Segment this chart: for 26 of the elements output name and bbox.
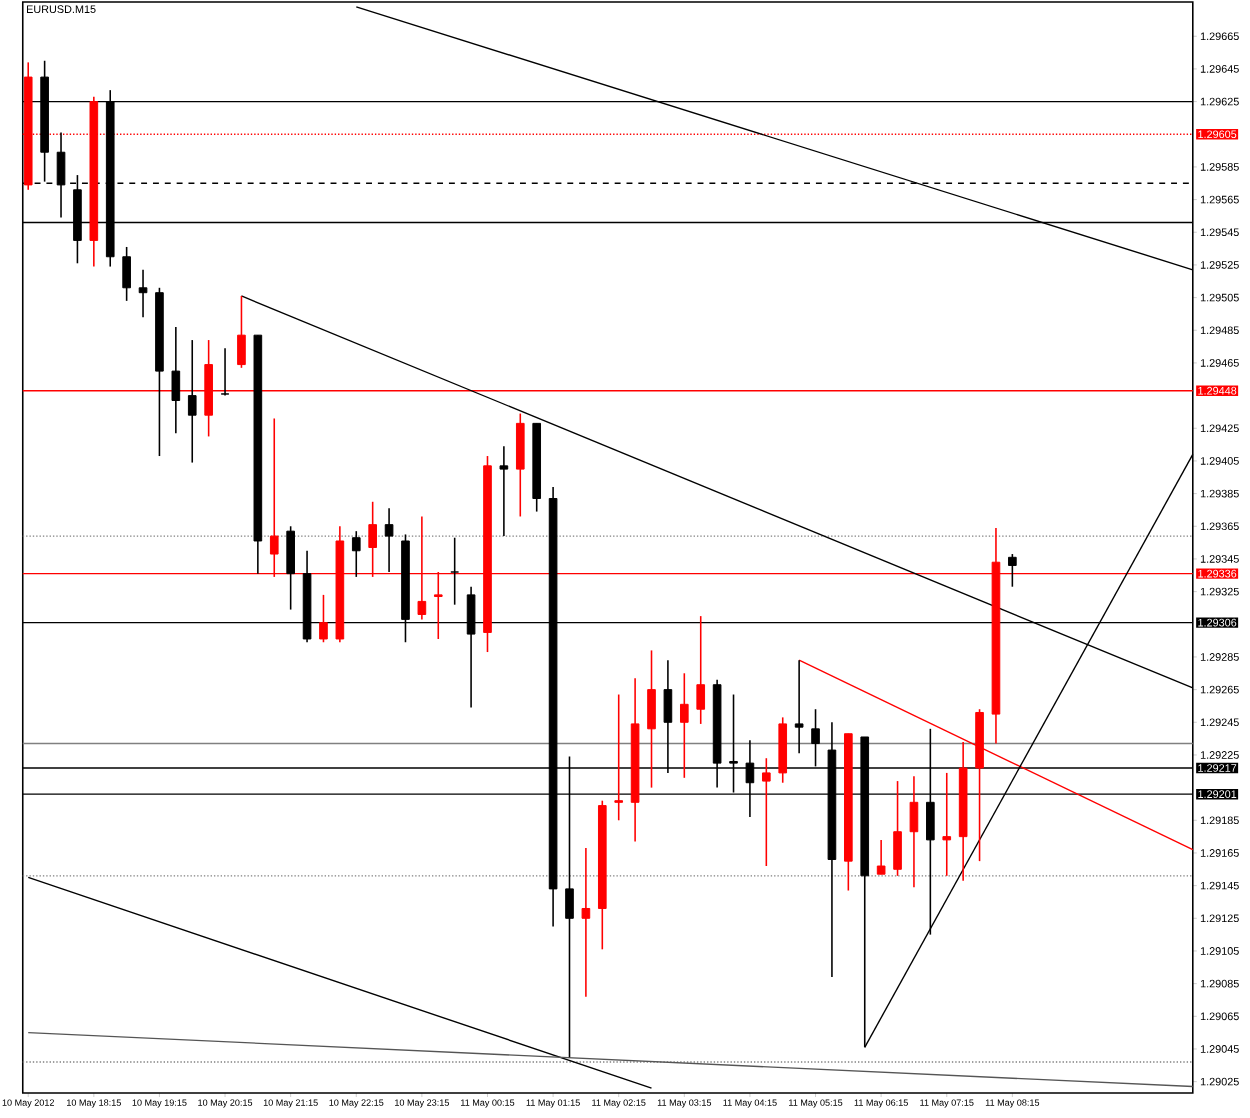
- candlestick: [171, 325, 181, 434]
- candlestick: [647, 649, 656, 789]
- candlestick: [138, 268, 148, 318]
- candlestick: [893, 779, 902, 877]
- candlestick: [876, 838, 886, 875]
- candlestick: [696, 614, 706, 725]
- candlestick: [614, 693, 624, 821]
- candlestick: [319, 593, 328, 643]
- candlestick: [351, 530, 361, 578]
- candlestick: [56, 131, 66, 218]
- candlestick: [122, 245, 131, 302]
- candlestick: [384, 507, 394, 573]
- candlestick: [794, 659, 804, 754]
- candlestick: [942, 771, 952, 877]
- candlestick: [499, 445, 509, 537]
- candlestick: [909, 775, 919, 888]
- candlestick: [450, 536, 460, 606]
- candlestick: [1008, 552, 1017, 588]
- candlestick: [286, 525, 295, 611]
- candlestick: [237, 294, 246, 369]
- candlestick: [762, 757, 771, 867]
- candlestick: [515, 412, 525, 517]
- candlestick: [679, 672, 689, 779]
- candlestick: [187, 338, 197, 464]
- candlestick: [581, 846, 591, 998]
- candlestick: [220, 347, 230, 397]
